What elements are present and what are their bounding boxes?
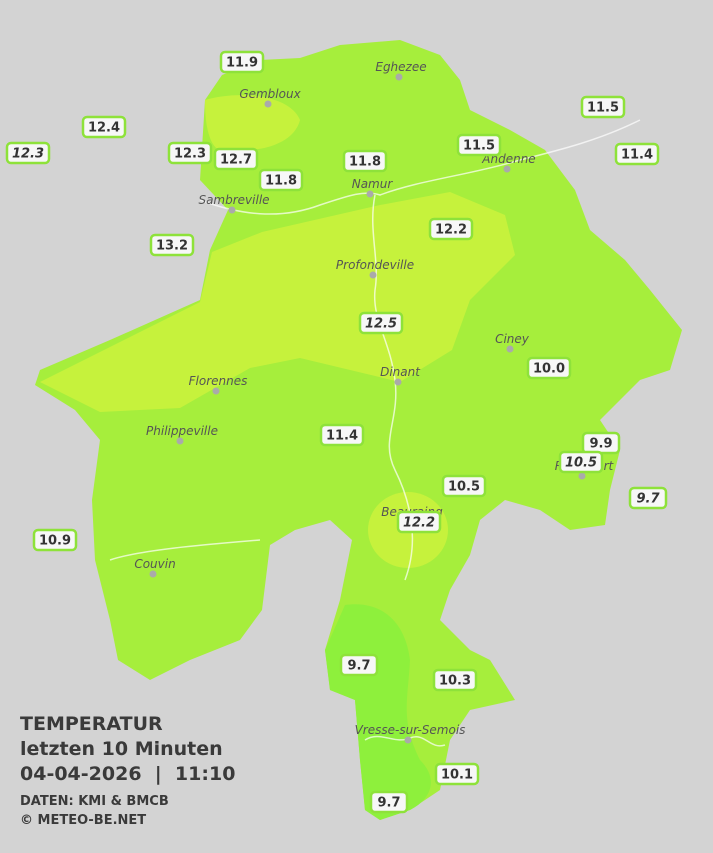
station-box	[628, 486, 668, 510]
station-value: 11.4	[326, 429, 358, 444]
legend-source: DATEN: KMI & BMCB	[20, 794, 169, 809]
town-dot	[366, 190, 374, 198]
town-label: Eghezee	[375, 60, 426, 74]
station-box	[358, 311, 404, 335]
town-label: Profondeville	[336, 258, 414, 272]
station-value: 10.1	[441, 768, 473, 783]
station-value: 9.9	[589, 437, 612, 452]
station-value: 11.4	[621, 148, 653, 163]
town-dot	[394, 378, 402, 386]
station-value: 11.8	[265, 174, 297, 189]
station-value: 11.9	[226, 56, 258, 71]
station-box	[339, 653, 379, 677]
station-value: 9.7	[377, 796, 400, 811]
station-box	[5, 141, 51, 165]
station-value: 10.3	[439, 674, 471, 689]
station-box	[319, 423, 365, 447]
town-dot	[149, 570, 157, 578]
station-value: 11.5	[587, 101, 619, 116]
station-value: 9.7	[347, 659, 370, 674]
town-dot	[503, 165, 511, 173]
station-value: 9.7	[636, 492, 660, 507]
legend-datetime: 04-04-2026 | 11:10	[20, 763, 235, 785]
town-label: Sambreville	[198, 193, 269, 207]
river	[109, 119, 641, 747]
station-value: 11.5	[463, 139, 495, 154]
station-value: 12.7	[220, 153, 252, 168]
town-label: Couvin	[134, 557, 175, 571]
town-label: Gembloux	[239, 87, 301, 101]
town-dot	[228, 206, 236, 214]
station-box	[81, 115, 127, 139]
station-value: 10.0	[533, 362, 565, 377]
station-box	[432, 668, 478, 692]
station-box	[614, 142, 660, 166]
station-box	[396, 510, 442, 534]
station-value: 12.4	[88, 121, 120, 136]
town-dot	[369, 271, 377, 279]
station-value: 10.5	[565, 456, 597, 471]
station-value: 11.8	[349, 155, 381, 170]
town-label: Vresse-sur-Semois	[355, 723, 466, 737]
town-label: Philippeville	[146, 424, 218, 438]
station-box	[526, 356, 572, 380]
legend-period: letzten 10 Minuten	[20, 738, 223, 760]
station-value: 12.5	[365, 317, 397, 332]
town-dot	[404, 736, 412, 744]
station-box	[580, 95, 626, 119]
station-box	[369, 790, 409, 814]
station-box	[213, 147, 259, 171]
station-box	[167, 141, 213, 165]
station-value: 10.5	[448, 480, 480, 495]
station-box	[558, 450, 604, 474]
station-box	[434, 762, 480, 786]
station-box	[342, 149, 388, 173]
station-box	[219, 50, 265, 74]
station-value: 12.2	[435, 223, 467, 238]
station-value: 12.3	[174, 147, 206, 162]
legend-title: TEMPERATUR	[20, 713, 163, 735]
town-dot	[506, 345, 514, 353]
town-dot	[395, 73, 403, 81]
town-dot	[264, 100, 272, 108]
station-box	[456, 133, 502, 157]
town-label: Florennes	[189, 374, 248, 388]
town-dot	[578, 472, 586, 480]
town-label: Ciney	[495, 332, 530, 346]
station-box	[32, 528, 78, 552]
station-value: 12.3	[12, 147, 44, 162]
legend-copyright: © METEO-BE.NET	[20, 813, 146, 828]
station-box	[441, 474, 487, 498]
town-label: Namur	[352, 177, 394, 191]
town-label: Dinant	[380, 365, 421, 379]
town-dot	[176, 437, 184, 445]
station-value: 10.9	[39, 534, 71, 549]
station-box	[428, 217, 474, 241]
town-dot	[212, 387, 220, 395]
warm-zone	[40, 192, 515, 412]
stations: 11.9 12.4 12.3 12.3 12.7 11.8 11.8 11.5 11.5 11.4…	[5, 50, 668, 814]
station-box	[258, 168, 304, 192]
station-box	[149, 233, 195, 257]
warm-zone	[205, 95, 300, 154]
station-value: 12.2	[403, 516, 435, 531]
station-value: 13.2	[156, 239, 188, 254]
